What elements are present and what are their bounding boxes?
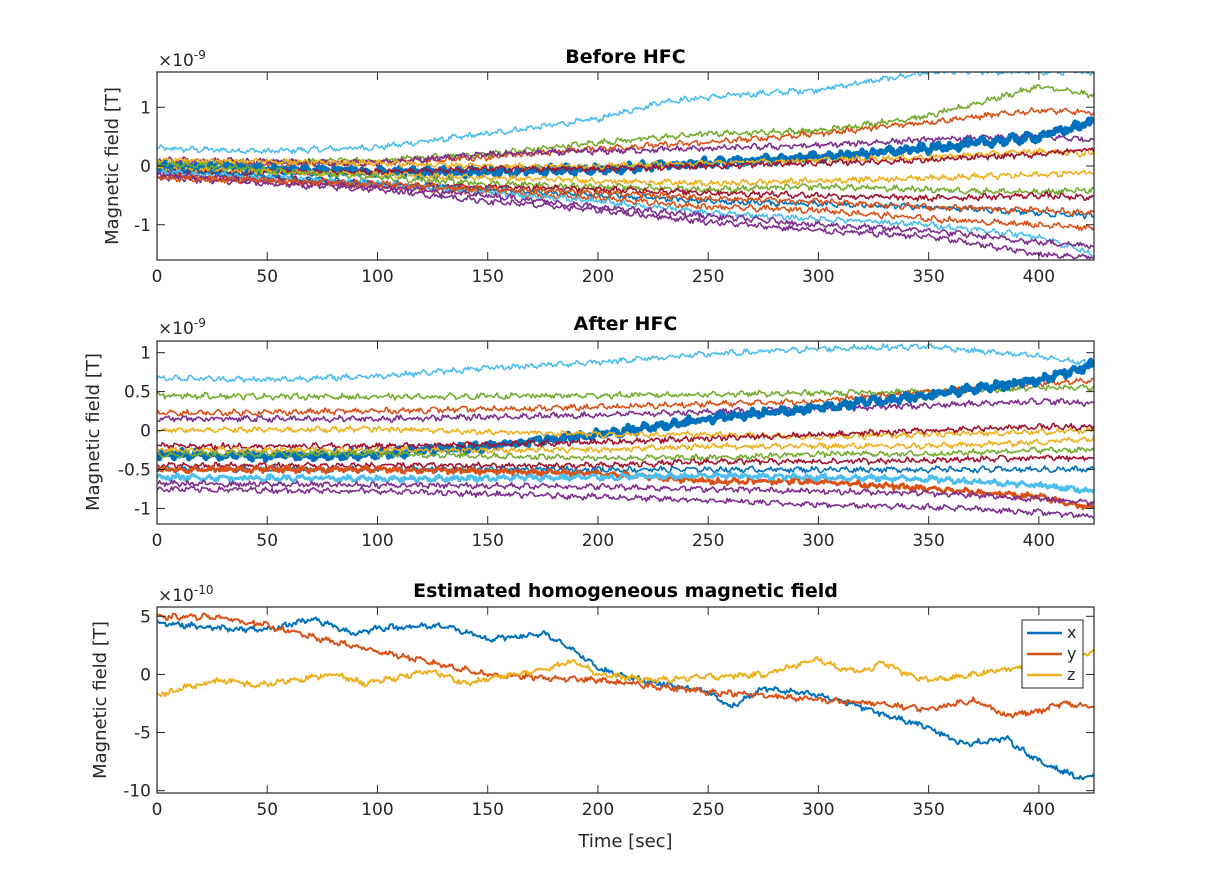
chart-title: After HFC (574, 313, 678, 335)
series-line-5 (157, 425, 1094, 441)
chart-title: Estimated homogeneous magnetic field (413, 580, 838, 602)
x-tick-label: 100 (361, 531, 393, 551)
x-tick-label: 150 (471, 800, 503, 820)
x-tick-label: 200 (582, 800, 614, 820)
x-tick-label: 50 (256, 531, 278, 551)
x-tick-label: 400 (1023, 267, 1055, 287)
x-tick-label: 250 (692, 800, 724, 820)
x-tick-label: 100 (361, 267, 393, 287)
chart-title: Before HFC (565, 46, 685, 68)
series-line-12 (157, 470, 1094, 494)
legend-label-y: y (1067, 644, 1076, 663)
plot-area (157, 607, 1094, 793)
x-tick-label: 100 (361, 800, 393, 820)
y-tick-label: -1 (134, 499, 151, 519)
series-line-3 (157, 397, 1094, 423)
y-tick-label: 1 (140, 98, 151, 118)
x-tick-label: 250 (692, 267, 724, 287)
y-tick-label: 0 (140, 665, 151, 685)
y-tick-label: 0 (140, 157, 151, 177)
y-exponent-label: ×10-9 (158, 316, 206, 339)
series-line-7 (157, 166, 1094, 187)
x-tick-label: 300 (802, 800, 834, 820)
x-tick-label: 150 (471, 531, 503, 551)
series-line-8 (157, 160, 1094, 196)
axes-frame (156, 340, 1095, 525)
y-exponent-label: ×10-10 (158, 583, 214, 606)
series-line-0 (157, 342, 1094, 383)
legend-label-z: z (1067, 665, 1075, 684)
y-tick-label: 5 (140, 607, 151, 627)
x-tick-label: 350 (912, 800, 944, 820)
series-line-5 (157, 147, 1094, 171)
x-tick-label: 300 (802, 267, 834, 287)
y-tick-label: -5 (134, 724, 151, 744)
x-tick-label: 200 (582, 531, 614, 551)
series-line-4 (157, 357, 1094, 463)
x-tick-label: 400 (1023, 800, 1055, 820)
series-line-6 (157, 422, 1094, 451)
y-axis-label: Magnetic field [T] (90, 621, 111, 779)
axes-frame (156, 606, 1095, 794)
series-group (157, 612, 1094, 781)
x-tick-label: 350 (912, 531, 944, 551)
x-tick-label: 50 (256, 800, 278, 820)
y-tick-label: -10 (123, 782, 151, 802)
x-tick-label: 50 (256, 267, 278, 287)
y-tick-label: 0.5 (124, 383, 151, 403)
series-line-11 (157, 464, 1094, 511)
series-line-8 (157, 446, 1094, 462)
series-line-x (157, 616, 1094, 781)
series-line-7 (157, 436, 1094, 455)
x-tick-label: 350 (912, 267, 944, 287)
x-tick-label: 150 (471, 267, 503, 287)
x-tick-label: 0 (152, 531, 163, 551)
series-line-13 (157, 485, 1094, 519)
y-tick-label: 1 (140, 344, 151, 364)
series-line-12 (157, 169, 1094, 258)
x-tick-label: 250 (692, 531, 724, 551)
legend: xyz (1021, 619, 1084, 689)
series-line-0 (157, 72, 1094, 155)
series-line-y (157, 612, 1094, 719)
estimated-field-panel: Estimated homogeneous magnetic field ×10… (90, 580, 1095, 852)
series-line-9 (157, 454, 1094, 470)
x-tick-label: 0 (152, 800, 163, 820)
y-tick-label: -1 (134, 216, 151, 236)
series-line-z (157, 648, 1094, 698)
x-axis-label: Time [sec] (577, 831, 672, 852)
y-exponent-label: ×10-9 (158, 48, 206, 71)
before-hfc-panel: Before HFC ×10-9 Magnetic field [T] 0 50 1… (102, 46, 1095, 287)
y-axis-label: Magnetic field [T] (83, 353, 104, 511)
x-tick-label: 200 (582, 267, 614, 287)
x-tick-label: 400 (1023, 531, 1055, 551)
after-hfc-panel: After HFC ×10-9 Magnetic field [T] 0 50 10… (83, 313, 1095, 551)
series-group (157, 72, 1094, 260)
series-line-15 (157, 174, 1094, 216)
legend-label-x: x (1067, 623, 1076, 642)
series-group (157, 342, 1094, 519)
series-line-1 (157, 84, 1094, 168)
y-tick-label: 0 (140, 422, 151, 442)
y-axis-label: Magnetic field [T] (102, 87, 123, 245)
series-line-14 (157, 479, 1094, 506)
x-tick-label: 300 (802, 531, 834, 551)
x-tick-label: 0 (152, 267, 163, 287)
y-tick-label: -0.5 (118, 460, 151, 480)
